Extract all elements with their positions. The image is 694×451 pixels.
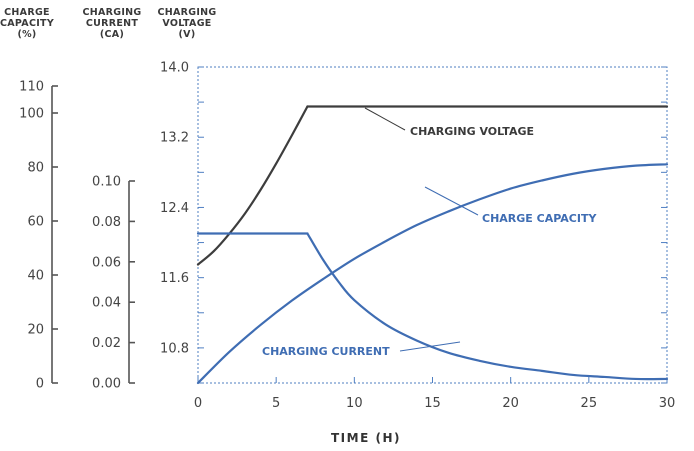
plot-frame	[197, 66, 668, 384]
voltage-tick-label: 13.2	[160, 131, 189, 146]
x-axis-label: TIME (H)	[331, 431, 401, 445]
x-tick-label: 10	[346, 396, 363, 411]
voltage-header-line-2: VOLTAGE	[162, 18, 211, 29]
capacity-tick-label: 100	[19, 107, 44, 122]
voltage-tick-label: 11.6	[160, 271, 189, 286]
x-tick-label: 15	[424, 396, 441, 411]
frame-tick-marks	[197, 66, 668, 384]
annotation-label: CHARGE CAPACITY	[482, 212, 597, 225]
current-tick-label: 0.06	[92, 255, 121, 270]
capacity-header-line-3: (%)	[17, 29, 36, 40]
voltage-header-line-3: (V)	[179, 29, 196, 40]
current-axis: 0.00 0.02 0.04 0.06 0.08 0.10	[92, 175, 135, 392]
annotation-leader-line	[424, 186, 479, 216]
time-axis: 0 5 10 15 20 25 30	[194, 396, 675, 411]
capacity-tick-label: 40	[27, 269, 44, 284]
current-tick-label: 0.00	[92, 377, 121, 392]
x-tick-label: 20	[502, 396, 519, 411]
capacity-tick-label: 20	[27, 323, 44, 338]
current-axis-header: CHARGING CURRENT (CA)	[82, 7, 141, 40]
series-line-charging-voltage	[196, 105, 309, 266]
x-tick-label: 0	[194, 396, 202, 411]
capacity-header-line-2: CAPACITY	[0, 18, 54, 29]
current-tick-label: 0.02	[92, 336, 121, 351]
series-line-charging-current	[306, 232, 669, 381]
annotation-label: CHARGING CURRENT	[262, 345, 390, 358]
capacity-tick-label: 110	[19, 80, 44, 95]
voltage-tick-label: 12.4	[160, 201, 189, 216]
voltage-tick-label: 10.8	[160, 341, 189, 356]
current-header-line-2: CURRENT	[86, 18, 139, 29]
series-line-charge-capacity	[196, 163, 669, 385]
annotation-layer: CHARGING VOLTAGE CHARGE CAPACITY CHARGING …	[262, 107, 597, 358]
current-tick-label: 0.04	[92, 296, 121, 311]
voltage-tick-label: 14.0	[160, 61, 189, 76]
voltage-axis: 10.8 11.6 12.4 13.2 14.0	[160, 61, 189, 357]
annotation-leader-line	[399, 341, 461, 352]
x-tick-label: 25	[581, 396, 598, 411]
current-tick-label: 0.10	[92, 175, 121, 190]
capacity-tick-label: 60	[27, 215, 44, 230]
current-header-line-3: (CA)	[100, 29, 124, 40]
capacity-tick-label: 80	[27, 161, 44, 176]
voltage-header-line-1: CHARGING	[157, 7, 216, 18]
capacity-axis: 0 20 40 60 80 100 110	[19, 80, 58, 392]
current-header-line-1: CHARGING	[82, 7, 141, 18]
voltage-axis-header: CHARGING VOLTAGE (V)	[157, 7, 216, 40]
capacity-axis-header: CHARGE CAPACITY (%)	[0, 7, 54, 40]
current-tick-label: 0.08	[92, 215, 121, 230]
series-layer	[196, 105, 669, 385]
x-tick-label: 5	[272, 396, 280, 411]
x-tick-label: 30	[659, 396, 676, 411]
capacity-tick-label: 0	[36, 377, 44, 392]
capacity-header-line-1: CHARGE	[4, 7, 50, 18]
annotation-label: CHARGING VOLTAGE	[410, 125, 534, 138]
annotation-leader-line	[364, 107, 406, 131]
